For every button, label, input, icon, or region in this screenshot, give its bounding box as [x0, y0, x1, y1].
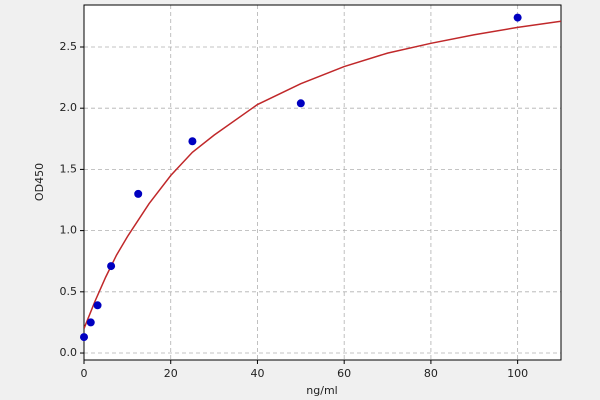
plot-area: [84, 5, 561, 360]
y-tick-label: 1.0: [60, 224, 78, 237]
x-tick-label: 80: [424, 367, 438, 380]
fit-curve: [84, 20, 561, 329]
data-point: [188, 137, 197, 146]
x-tick-label: 0: [81, 367, 88, 380]
data-point: [93, 301, 102, 310]
y-tick-label: 1.5: [60, 162, 78, 175]
x-axis-label: ng/ml: [306, 384, 337, 397]
plot-frame: [83, 4, 562, 361]
x-tick-label: 40: [250, 367, 264, 380]
x-tick-label: 20: [164, 367, 178, 380]
data-point: [86, 318, 95, 327]
x-tick-label: 100: [507, 367, 528, 380]
data-point: [296, 99, 305, 108]
y-tick-label: 0.0: [60, 346, 78, 359]
y-tick-label: 2.0: [60, 101, 78, 114]
y-tick-label: 2.5: [60, 40, 78, 53]
data-point: [107, 262, 116, 271]
data-point: [80, 333, 88, 342]
data-point: [513, 13, 522, 22]
x-tick-label: 60: [337, 367, 351, 380]
y-tick-label: 0.5: [60, 285, 78, 298]
data-point: [134, 189, 143, 198]
y-axis-label: OD450: [33, 163, 46, 201]
